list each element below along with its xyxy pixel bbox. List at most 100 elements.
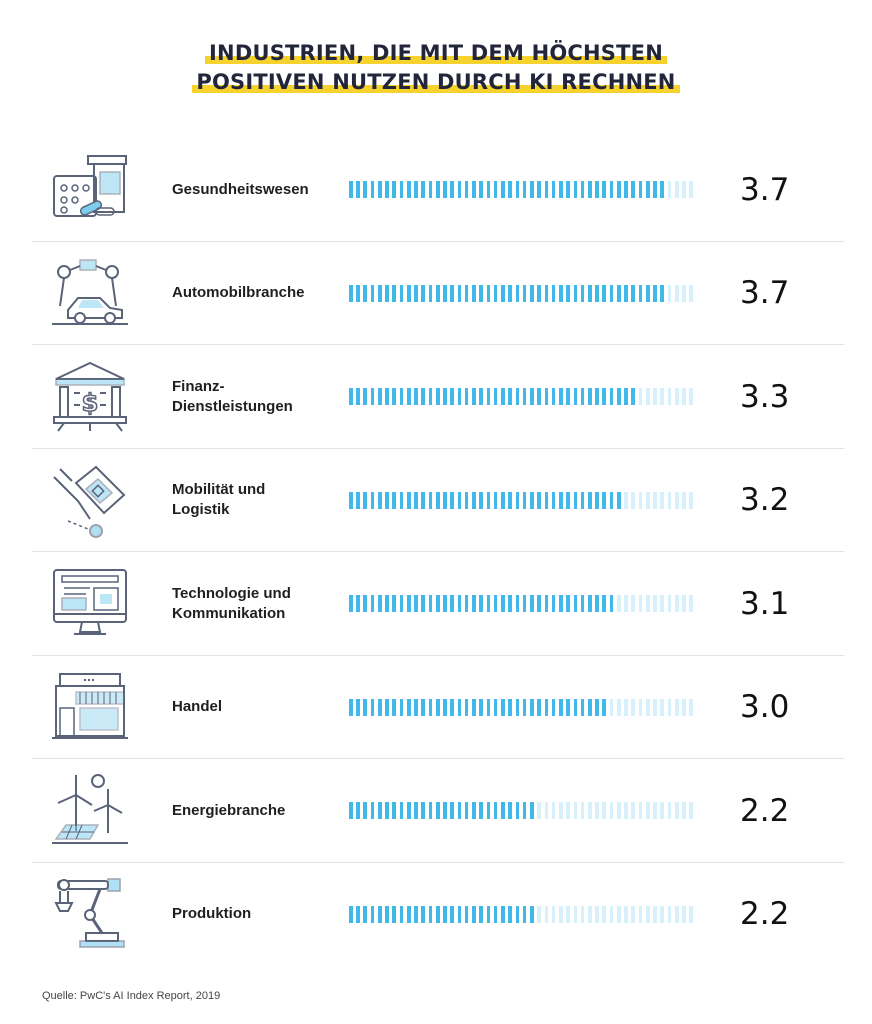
bar-tick-filled bbox=[551, 181, 556, 198]
bar-tick-filled bbox=[356, 698, 360, 716]
bar-tick-filled bbox=[349, 802, 353, 819]
bar-tick-empty bbox=[667, 491, 672, 509]
bar-tick-empty bbox=[595, 802, 599, 819]
bar bbox=[349, 595, 693, 612]
manufacturing-robot-arm-icon bbox=[50, 875, 130, 955]
bar-tick-filled bbox=[428, 595, 433, 612]
technology-monitor-icon bbox=[50, 564, 130, 644]
bar-tick-filled bbox=[414, 388, 418, 405]
bar-tick-filled bbox=[580, 595, 585, 612]
bar-tick-filled bbox=[472, 802, 476, 819]
bar-tick-empty bbox=[624, 802, 628, 819]
bar-tick-empty bbox=[609, 905, 614, 923]
bar-tick-filled bbox=[559, 388, 563, 405]
bar-tick-filled bbox=[580, 698, 585, 716]
bar-tick-filled bbox=[435, 388, 440, 405]
bar-tick-empty bbox=[638, 698, 643, 716]
bar-tick-filled bbox=[522, 595, 527, 612]
bar-tick-filled bbox=[406, 181, 411, 198]
bar-tick-filled bbox=[406, 595, 411, 612]
bar-tick-filled bbox=[522, 181, 527, 198]
bar-tick-filled bbox=[602, 698, 607, 716]
bar-tick-filled bbox=[457, 491, 462, 509]
bar-tick-empty bbox=[588, 905, 592, 923]
bar-tick-empty bbox=[674, 698, 679, 716]
bar-tick-empty bbox=[674, 595, 679, 612]
bar-tick-filled bbox=[537, 491, 541, 509]
bar-tick-filled bbox=[479, 491, 483, 509]
bar-tick-filled bbox=[486, 491, 491, 509]
bar-tick-filled bbox=[414, 698, 418, 716]
bar-tick-filled bbox=[486, 181, 491, 198]
bar-tick-empty bbox=[624, 698, 628, 716]
bar-tick-filled bbox=[356, 491, 360, 509]
bar-tick-empty bbox=[588, 802, 592, 819]
row-divider bbox=[32, 654, 844, 656]
bar-tick-filled bbox=[421, 698, 426, 716]
bar-tick-empty bbox=[537, 802, 541, 819]
bar-tick-filled bbox=[414, 595, 418, 612]
bar-tick-filled bbox=[363, 595, 368, 612]
bar-tick-empty bbox=[566, 802, 570, 819]
bar-tick-filled bbox=[530, 491, 534, 509]
bar-tick-empty bbox=[624, 905, 628, 923]
bar bbox=[349, 698, 693, 716]
bar-tick-filled bbox=[530, 388, 534, 405]
data-label: 3.1 bbox=[740, 585, 790, 622]
bar-tick-empty bbox=[653, 802, 657, 819]
bar-tick-filled bbox=[508, 388, 512, 405]
bar-tick-filled bbox=[392, 698, 397, 716]
bar-tick-empty bbox=[624, 595, 628, 612]
bar-tick-filled bbox=[399, 284, 404, 302]
bar-tick-filled bbox=[457, 388, 462, 405]
data-label: 3.2 bbox=[740, 482, 790, 519]
bar-tick-filled bbox=[363, 802, 368, 819]
bar-tick-filled bbox=[472, 491, 476, 509]
bar-tick-filled bbox=[399, 698, 404, 716]
bar-tick-filled bbox=[406, 284, 411, 302]
bar-tick-filled bbox=[428, 802, 433, 819]
row-divider bbox=[32, 240, 844, 242]
bar-tick-empty bbox=[580, 905, 585, 923]
bar-tick-filled bbox=[573, 698, 578, 716]
bar-tick-filled bbox=[624, 388, 628, 405]
bar-tick-filled bbox=[479, 284, 483, 302]
bar-tick-filled bbox=[443, 802, 447, 819]
bar-tick-empty bbox=[544, 905, 549, 923]
automotive-icon bbox=[50, 254, 130, 334]
bar-tick-filled bbox=[588, 491, 592, 509]
bar-tick-empty bbox=[638, 595, 643, 612]
bar-tick-empty bbox=[653, 698, 657, 716]
bar-tick-filled bbox=[450, 284, 454, 302]
bar-tick-filled bbox=[406, 905, 411, 923]
data-label: 3.7 bbox=[740, 275, 790, 312]
bar-tick-filled bbox=[544, 698, 549, 716]
bar-tick-filled bbox=[551, 388, 556, 405]
bar-tick-filled bbox=[537, 595, 541, 612]
bar-tick-empty bbox=[638, 905, 643, 923]
bar-tick-filled bbox=[428, 491, 433, 509]
bar-tick-empty bbox=[689, 284, 693, 302]
bar-tick-empty bbox=[551, 905, 556, 923]
bar-tick-filled bbox=[616, 388, 621, 405]
bar-tick-filled bbox=[544, 181, 549, 198]
bar-tick-filled bbox=[645, 181, 650, 198]
bar-tick-filled bbox=[457, 595, 462, 612]
bar-tick-filled bbox=[414, 181, 418, 198]
bar-tick-filled bbox=[370, 595, 375, 612]
bar-tick-empty bbox=[602, 905, 607, 923]
bar-tick-filled bbox=[421, 595, 426, 612]
bar-tick-filled bbox=[363, 698, 368, 716]
bar-tick-empty bbox=[682, 181, 686, 198]
bar-tick-empty bbox=[616, 905, 621, 923]
bar-tick-empty bbox=[653, 905, 657, 923]
chart-row: Automobilbranche 3.7 bbox=[32, 242, 844, 345]
data-label: 3.0 bbox=[740, 689, 790, 726]
bar-tick-filled bbox=[544, 491, 549, 509]
bar-tick-filled bbox=[515, 905, 520, 923]
bar-tick-filled bbox=[530, 181, 534, 198]
bar-tick-filled bbox=[377, 905, 382, 923]
bar-tick-filled bbox=[653, 181, 657, 198]
bar-tick-filled bbox=[486, 388, 491, 405]
bar-tick-filled bbox=[464, 905, 469, 923]
